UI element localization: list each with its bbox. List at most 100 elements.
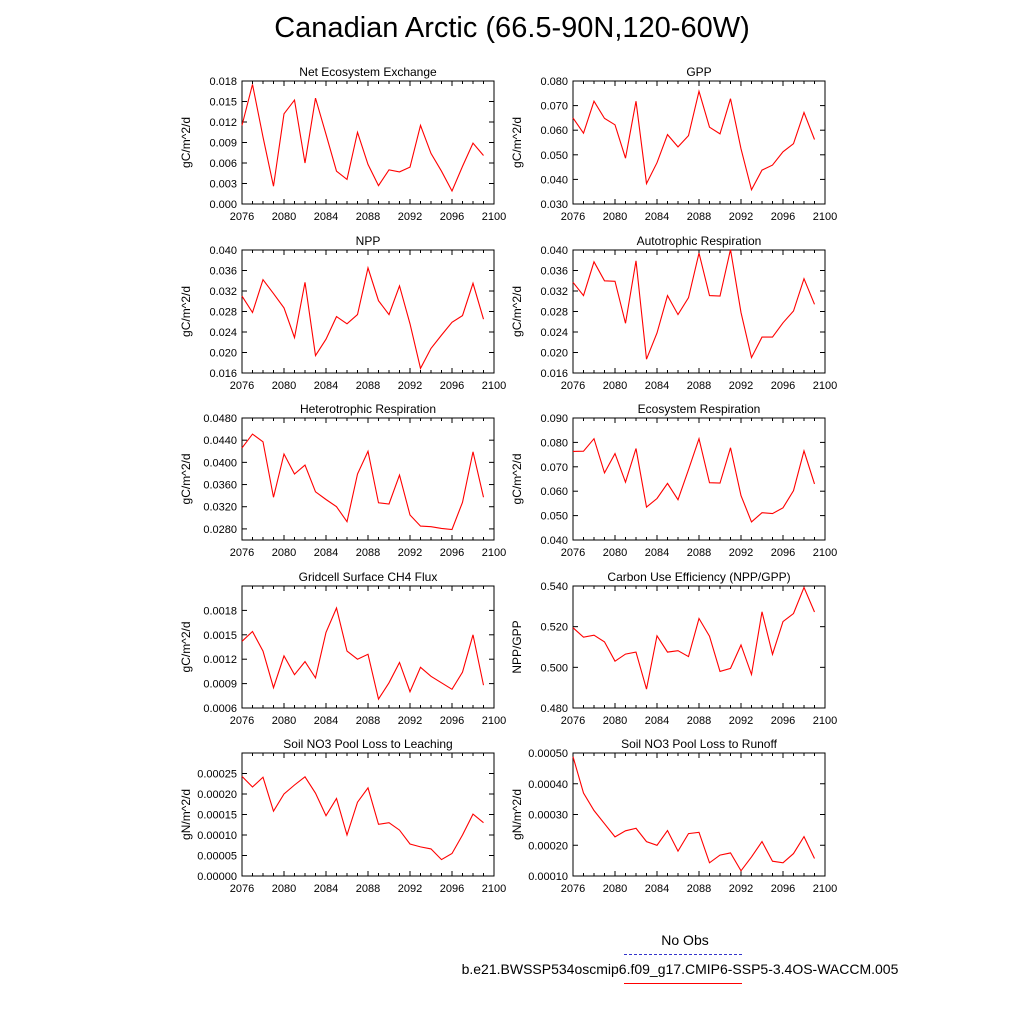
plot-frame — [241, 417, 495, 541]
y-tick-label: 0.00030 — [528, 810, 568, 822]
x-tick-label: 2100 — [813, 883, 837, 895]
y-tick-label: 0.032 — [540, 286, 568, 298]
x-tick-label: 2084 — [314, 380, 338, 392]
x-tick-label: 2100 — [482, 715, 506, 727]
plot-frame — [572, 80, 826, 205]
x-tick-label: 2076 — [561, 883, 585, 895]
y-tick-label: 0.040 — [540, 535, 568, 547]
y-tick-label: 0.0440 — [203, 435, 237, 447]
y-tick-label: 0.009 — [209, 138, 237, 150]
x-tick-label: 2084 — [645, 380, 669, 392]
x-tick-label: 2088 — [356, 380, 380, 392]
x-tick-label: 2084 — [314, 883, 338, 895]
x-tick-label: 2076 — [561, 211, 585, 223]
x-tick-label: 2076 — [230, 211, 254, 223]
y-tick-label: 0.0280 — [203, 524, 237, 536]
x-tick-label: 2096 — [440, 211, 464, 223]
y-tick-label: 0.080 — [540, 76, 568, 88]
page-title: Canadian Arctic (66.5-90N,120-60W) — [274, 12, 750, 44]
x-tick-label: 2100 — [813, 547, 837, 559]
y-tick-label: 0.012 — [209, 117, 237, 129]
x-tick-label: 2084 — [314, 715, 338, 727]
x-tick-label: 2100 — [482, 211, 506, 223]
legend-case-label: b.e21.BWSSP534oscmip6.f09_g17.CMIP6-SSP5… — [461, 961, 899, 977]
x-tick-label: 2100 — [482, 380, 506, 392]
x-tick-label: 2080 — [603, 211, 627, 223]
x-tick-label: 2092 — [729, 380, 753, 392]
series-line — [241, 775, 484, 861]
y-tick-label: 0.0006 — [203, 703, 237, 715]
y-tick-label: 0.520 — [540, 622, 568, 634]
panel-title: GPP — [686, 65, 711, 79]
y-tick-label: 0.020 — [209, 348, 237, 360]
x-tick-label: 2088 — [356, 883, 380, 895]
y-tick-label: 0.018 — [209, 76, 237, 88]
y-tick-label: 0.00015 — [197, 810, 237, 822]
x-tick-label: 2076 — [561, 715, 585, 727]
x-tick-label: 2076 — [230, 547, 254, 559]
x-tick-label: 2092 — [398, 715, 422, 727]
x-tick-label: 2096 — [771, 715, 795, 727]
y-axis-label: gC/m^2/d — [179, 622, 193, 673]
plot-frame — [572, 585, 826, 709]
y-tick-label: 0.040 — [540, 245, 568, 257]
x-tick-label: 2092 — [398, 211, 422, 223]
x-tick-label: 2080 — [603, 883, 627, 895]
series-line — [572, 249, 816, 360]
x-tick-label: 2088 — [356, 547, 380, 559]
x-tick-label: 2096 — [440, 380, 464, 392]
y-tick-label: 0.024 — [209, 327, 237, 339]
y-axis-label: gC/m^2/d — [510, 454, 524, 505]
y-axis-label: gC/m^2/d — [510, 117, 524, 168]
x-tick-label: 2084 — [645, 715, 669, 727]
x-tick-label: 2100 — [813, 211, 837, 223]
y-axis-label: gN/m^2/d — [510, 789, 524, 840]
y-tick-label: 0.015 — [209, 97, 237, 109]
x-tick-label: 2096 — [771, 547, 795, 559]
y-tick-label: 0.050 — [540, 511, 568, 523]
series-line — [241, 433, 485, 531]
x-tick-label: 2096 — [771, 211, 795, 223]
y-axis-label: gC/m^2/d — [179, 454, 193, 505]
y-tick-label: 0.020 — [540, 348, 568, 360]
y-tick-label: 0.00010 — [528, 871, 568, 883]
x-tick-label: 2100 — [482, 547, 506, 559]
y-tick-label: 0.0320 — [203, 502, 237, 514]
x-tick-label: 2084 — [645, 547, 669, 559]
x-tick-label: 2076 — [230, 715, 254, 727]
x-tick-label: 2096 — [771, 380, 795, 392]
y-tick-label: 0.00025 — [197, 769, 237, 781]
series-line — [572, 585, 816, 690]
y-tick-label: 0.0012 — [203, 654, 237, 666]
x-tick-label: 2100 — [813, 715, 837, 727]
plot-frame — [572, 417, 826, 541]
x-tick-label: 2100 — [813, 380, 837, 392]
legend-no-obs-line — [624, 954, 742, 955]
plot-frame — [572, 249, 826, 374]
plot-frame — [241, 752, 495, 877]
x-tick-label: 2076 — [561, 547, 585, 559]
y-tick-label: 0.030 — [540, 199, 568, 211]
x-tick-label: 2076 — [230, 380, 254, 392]
x-tick-label: 2092 — [729, 883, 753, 895]
x-tick-label: 2084 — [314, 547, 338, 559]
y-tick-label: 0.060 — [540, 125, 568, 137]
panel-10: Soil NO3 Pool Loss to Runoff gN/m^2/d 2076… — [510, 737, 837, 895]
y-tick-label: 0.003 — [209, 179, 237, 191]
series-line — [241, 84, 484, 193]
x-tick-label: 2092 — [398, 380, 422, 392]
panel-5: Heterotrophic Respiration gC/m^2/d 2076 208… — [179, 402, 506, 559]
y-tick-label: 0.060 — [540, 486, 568, 498]
y-tick-label: 0.036 — [540, 266, 568, 278]
panel-8: Carbon Use Efficiency (NPP/GPP) NPP/GPP 20… — [510, 570, 837, 727]
panel-6: Ecosystem Respiration gC/m^2/d 2076 2080 208… — [510, 402, 837, 559]
x-tick-label: 2084 — [314, 211, 338, 223]
panel-title: Autotrophic Respiration — [637, 234, 762, 248]
y-tick-label: 0.00040 — [528, 779, 568, 791]
y-tick-label: 0.0400 — [203, 457, 237, 469]
y-axis-label: gC/m^2/d — [179, 286, 193, 337]
x-tick-label: 2096 — [440, 547, 464, 559]
x-tick-label: 2092 — [398, 547, 422, 559]
panel-title: Soil NO3 Pool Loss to Leaching — [283, 737, 452, 751]
y-tick-label: 0.016 — [209, 368, 237, 380]
